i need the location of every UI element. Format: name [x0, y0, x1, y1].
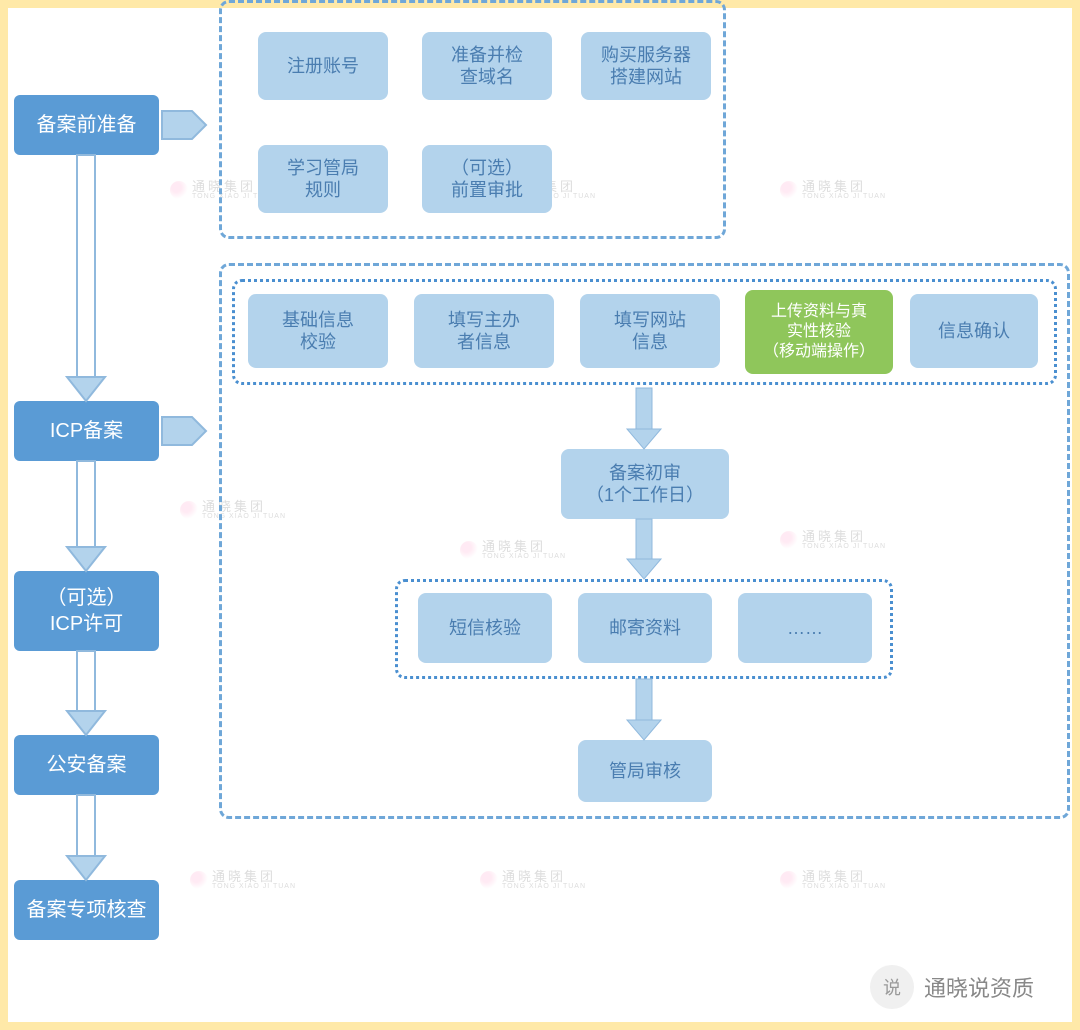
sub-node-g1n2: 准备并检 查域名	[422, 32, 552, 100]
sub-node-g2r1n2: 填写主办 者信息	[414, 294, 554, 368]
sub-node-g2r1n1: 基础信息 校验	[248, 294, 388, 368]
main-node-icp: ICP备案	[14, 401, 159, 461]
main-node-audit: 备案专项核查	[14, 880, 159, 940]
sub-node-g2r1n3: 填写网站 信息	[580, 294, 720, 368]
footer-brand: 说 通晓说资质	[870, 965, 1034, 1009]
sub-node-g1n1: 注册账号	[258, 32, 388, 100]
sub-node-g2final: 管局审核	[578, 740, 712, 802]
sub-node-g1n4: 学习管局 规则	[258, 145, 388, 213]
sub-node-g2r2n1: 短信核验	[418, 593, 552, 663]
sub-node-g2r1n4: 上传资料与真 实性核验 （移动端操作）	[745, 290, 893, 374]
sub-node-g1n5: （可选） 前置审批	[422, 145, 552, 213]
main-node-permit: （可选） ICP许可	[14, 571, 159, 651]
sub-node-g2r1n5: 信息确认	[910, 294, 1038, 368]
sub-node-g1n3: 购买服务器 搭建网站	[581, 32, 711, 100]
sub-node-g2r2n2: 邮寄资料	[578, 593, 712, 663]
footer-avatar-icon: 说	[870, 965, 914, 1009]
main-node-police: 公安备案	[14, 735, 159, 795]
sub-node-g2r2n3: ……	[738, 593, 872, 663]
main-node-prep: 备案前准备	[14, 95, 159, 155]
footer-text: 通晓说资质	[924, 971, 1034, 1003]
sub-node-g2mid: 备案初审 （1个工作日）	[561, 449, 729, 519]
